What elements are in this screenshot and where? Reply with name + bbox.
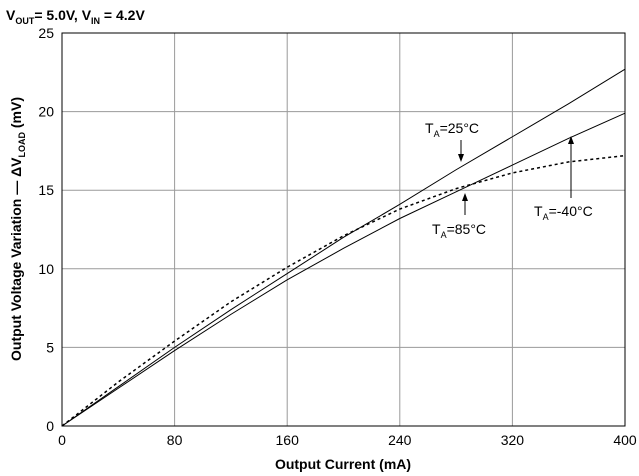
y-tick-label: 15	[38, 182, 54, 198]
y-tick-label: 5	[46, 339, 54, 355]
series-label-minus40c: TA=-40°C	[534, 203, 593, 222]
x-tick-label: 240	[388, 432, 412, 448]
y-tick-label: 10	[38, 261, 54, 277]
arrow-25c	[458, 140, 464, 162]
x-tick-label: 0	[58, 432, 66, 448]
series-line-25c	[61, 68, 626, 427]
plot-frame	[61, 32, 626, 427]
conditions-label: VOUT= 5.0V, VIN = 4.2V	[6, 7, 145, 26]
grid-lines	[62, 33, 625, 426]
y-axis-title: Output Voltage Variation — ΔVLOAD (mV)	[8, 97, 27, 361]
x-tick-labels: 0 80 160 240 320 400	[58, 432, 637, 448]
series-label-85c: TA=85°C	[432, 221, 486, 240]
arrow-minus40c	[568, 136, 574, 198]
y-tick-label: 20	[38, 104, 54, 120]
series-line-85c	[61, 112, 626, 427]
arrow-85c	[462, 193, 468, 215]
y-tick-label: 0	[46, 418, 54, 434]
x-axis-title: Output Current (mA)	[275, 456, 411, 472]
y-tick-label: 25	[38, 25, 54, 41]
series-line-minus40c	[61, 154, 626, 427]
x-tick-label: 80	[167, 432, 183, 448]
series-label-25c: TA=25°C	[425, 120, 479, 139]
y-tick-labels: 0 5 10 15 20 25	[38, 25, 54, 434]
x-tick-label: 320	[501, 432, 525, 448]
x-tick-label: 400	[613, 432, 637, 448]
series-layer	[61, 68, 626, 427]
x-tick-label: 160	[276, 432, 300, 448]
